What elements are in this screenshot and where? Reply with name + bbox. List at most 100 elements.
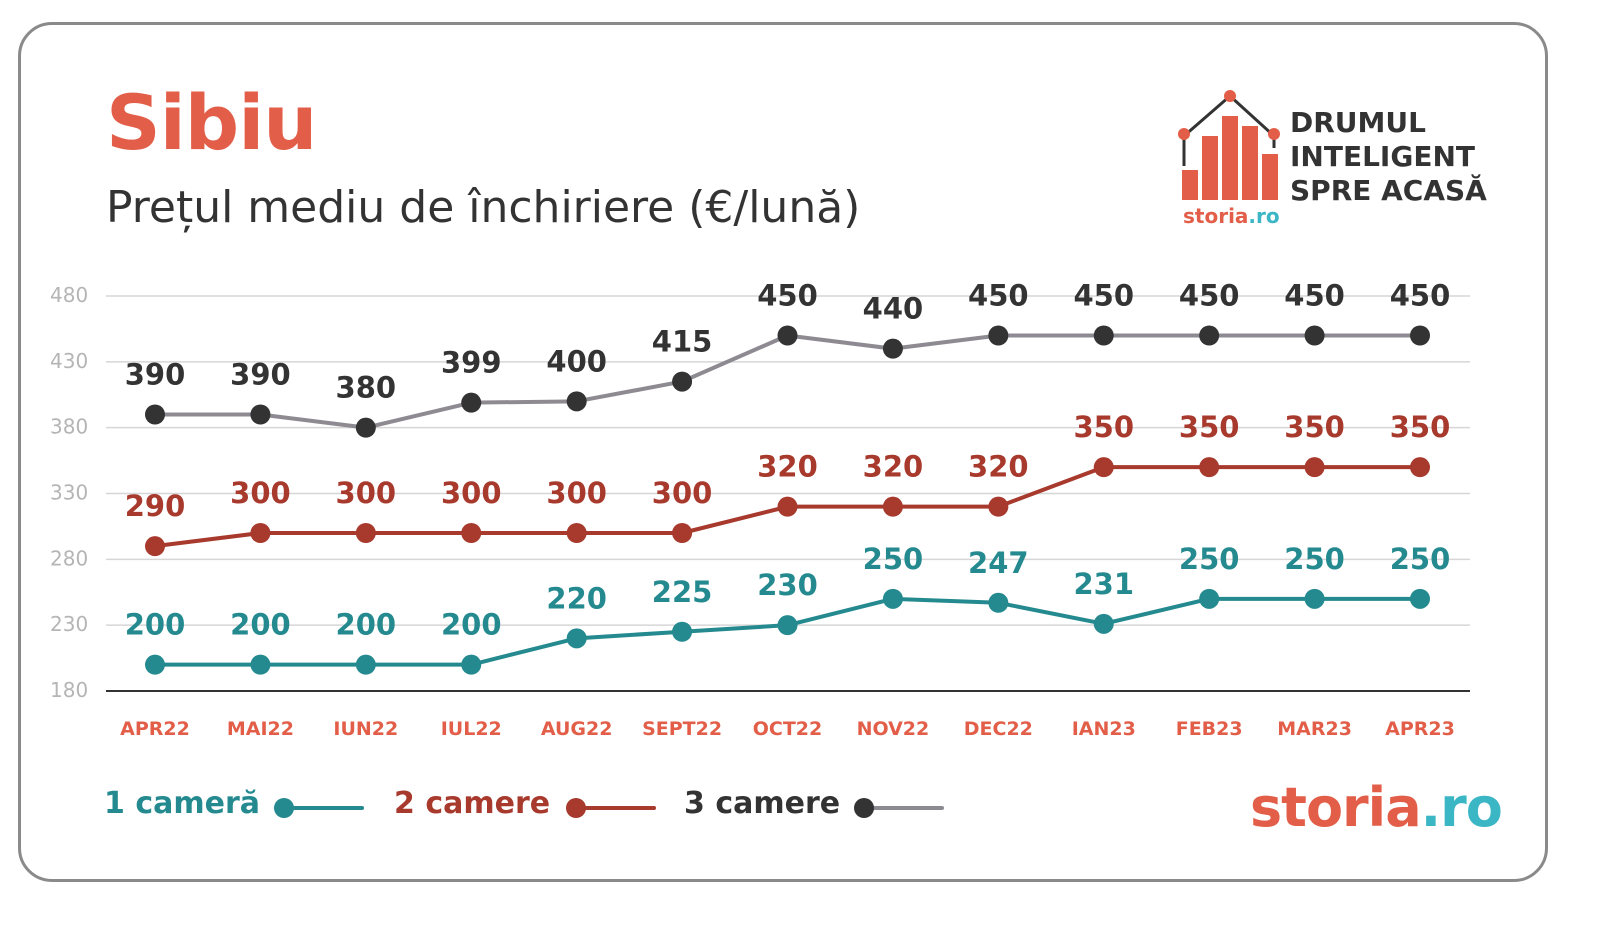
- data-label: 300: [652, 476, 713, 510]
- data-point: [988, 496, 1009, 517]
- data-label: 440: [863, 292, 924, 326]
- data-label: 450: [757, 279, 818, 313]
- data-point: [355, 417, 376, 438]
- data-label: 200: [441, 608, 502, 642]
- data-label: 290: [125, 489, 186, 523]
- data-point: [672, 371, 693, 392]
- x-tick-label: APR23: [1385, 718, 1455, 740]
- x-tick-label: SEPT22: [642, 718, 722, 740]
- brand-logo-big-main: storia: [1250, 776, 1422, 839]
- data-point: [672, 523, 693, 543]
- legend-item-three-rooms: 3 camere: [684, 786, 840, 821]
- chart-card: [18, 22, 1548, 882]
- data-label: 380: [336, 371, 397, 405]
- brand-tagline-line: SPRE ACASĂ: [1290, 174, 1487, 207]
- data-label: 200: [230, 608, 291, 642]
- data-point: [1410, 588, 1430, 609]
- legend-line-one-room: [276, 806, 364, 810]
- data-label: 250: [863, 542, 924, 576]
- data-point: [1304, 588, 1325, 609]
- data-label: 450: [1390, 279, 1451, 313]
- data-point: [566, 628, 587, 649]
- data-point: [988, 592, 1009, 613]
- data-label: 247: [968, 546, 1029, 580]
- data-point: [1304, 325, 1325, 346]
- data-label: 200: [336, 608, 397, 642]
- data-point: [250, 523, 271, 543]
- x-tick-label: IUL22: [441, 718, 502, 740]
- chart-title: Sibiu: [106, 78, 317, 167]
- x-tick-label: FEB23: [1176, 718, 1243, 740]
- data-point: [566, 391, 587, 412]
- data-label: 320: [863, 450, 924, 484]
- data-label: 200: [125, 608, 186, 642]
- legend-dot-three-rooms: [854, 798, 874, 818]
- data-label: 250: [1390, 542, 1451, 576]
- data-label: 225: [652, 575, 713, 609]
- y-tick-label: 230: [50, 612, 88, 636]
- data-point: [461, 654, 482, 675]
- data-label: 350: [1073, 410, 1134, 444]
- x-tick-label: MAR23: [1277, 718, 1352, 740]
- data-point: [672, 621, 693, 642]
- data-point: [145, 654, 165, 675]
- data-point: [1199, 325, 1220, 346]
- y-tick-label: 480: [50, 283, 88, 307]
- legend-item-two-rooms: 2 camere: [394, 786, 550, 821]
- legend-line-three-rooms: [860, 806, 944, 810]
- data-label: 350: [1179, 410, 1240, 444]
- data-point: [1093, 325, 1114, 346]
- data-point: [355, 523, 376, 543]
- data-label: 450: [1284, 279, 1345, 313]
- brand-logo-small: storia.ro: [1183, 204, 1280, 228]
- brand-logo-big-tld: .ro: [1420, 776, 1503, 839]
- data-label: 350: [1284, 410, 1345, 444]
- data-point: [777, 615, 798, 636]
- data-point: [1199, 457, 1220, 478]
- data-label: 300: [230, 476, 291, 510]
- data-label: 300: [336, 476, 397, 510]
- y-tick-label: 180: [50, 678, 88, 702]
- data-point: [355, 654, 376, 675]
- x-tick-label: MAI22: [227, 718, 294, 740]
- brand-logo-small-tld: .ro: [1248, 204, 1280, 228]
- data-point: [1304, 457, 1325, 478]
- data-point: [461, 392, 482, 413]
- data-label: 320: [968, 450, 1029, 484]
- legend-label-three-rooms: 3 camere: [684, 786, 841, 821]
- data-label: 400: [546, 344, 607, 378]
- x-tick-label: NOV22: [857, 718, 930, 740]
- data-point: [882, 338, 903, 359]
- x-tick-label: APR22: [120, 718, 190, 740]
- x-tick-label: OCT22: [753, 718, 823, 740]
- data-label: 450: [968, 279, 1029, 313]
- data-label: 320: [757, 450, 818, 484]
- data-label: 250: [1179, 542, 1240, 576]
- data-label: 350: [1390, 410, 1451, 444]
- data-label: 450: [1073, 279, 1134, 313]
- data-label: 450: [1179, 279, 1240, 313]
- data-point: [145, 536, 165, 557]
- data-label: 390: [230, 358, 291, 392]
- data-point: [777, 325, 798, 346]
- data-point: [1199, 588, 1220, 609]
- data-label: 300: [441, 476, 502, 510]
- legend-dot-one-room: [274, 798, 294, 818]
- y-tick-label: 330: [50, 481, 88, 505]
- x-tick-label: DEC22: [964, 718, 1033, 740]
- data-label: 231: [1073, 567, 1134, 601]
- legend-item-one-room: 1 cameră: [104, 786, 260, 821]
- brand-logo-big: storia.ro: [1250, 776, 1503, 839]
- chart-subtitle: Prețul mediu de închiriere (€/lună): [106, 182, 861, 233]
- y-tick-label: 380: [50, 415, 88, 439]
- data-point: [988, 325, 1009, 346]
- data-point: [250, 404, 271, 425]
- data-point: [777, 496, 798, 517]
- brand-logo-small-main: storia: [1183, 204, 1249, 228]
- legend-label-one-room: 1 cameră: [104, 786, 260, 821]
- legend-dot-two-rooms: [566, 798, 586, 818]
- y-tick-label: 430: [50, 349, 88, 373]
- data-label: 220: [546, 581, 607, 615]
- data-label: 250: [1284, 542, 1345, 576]
